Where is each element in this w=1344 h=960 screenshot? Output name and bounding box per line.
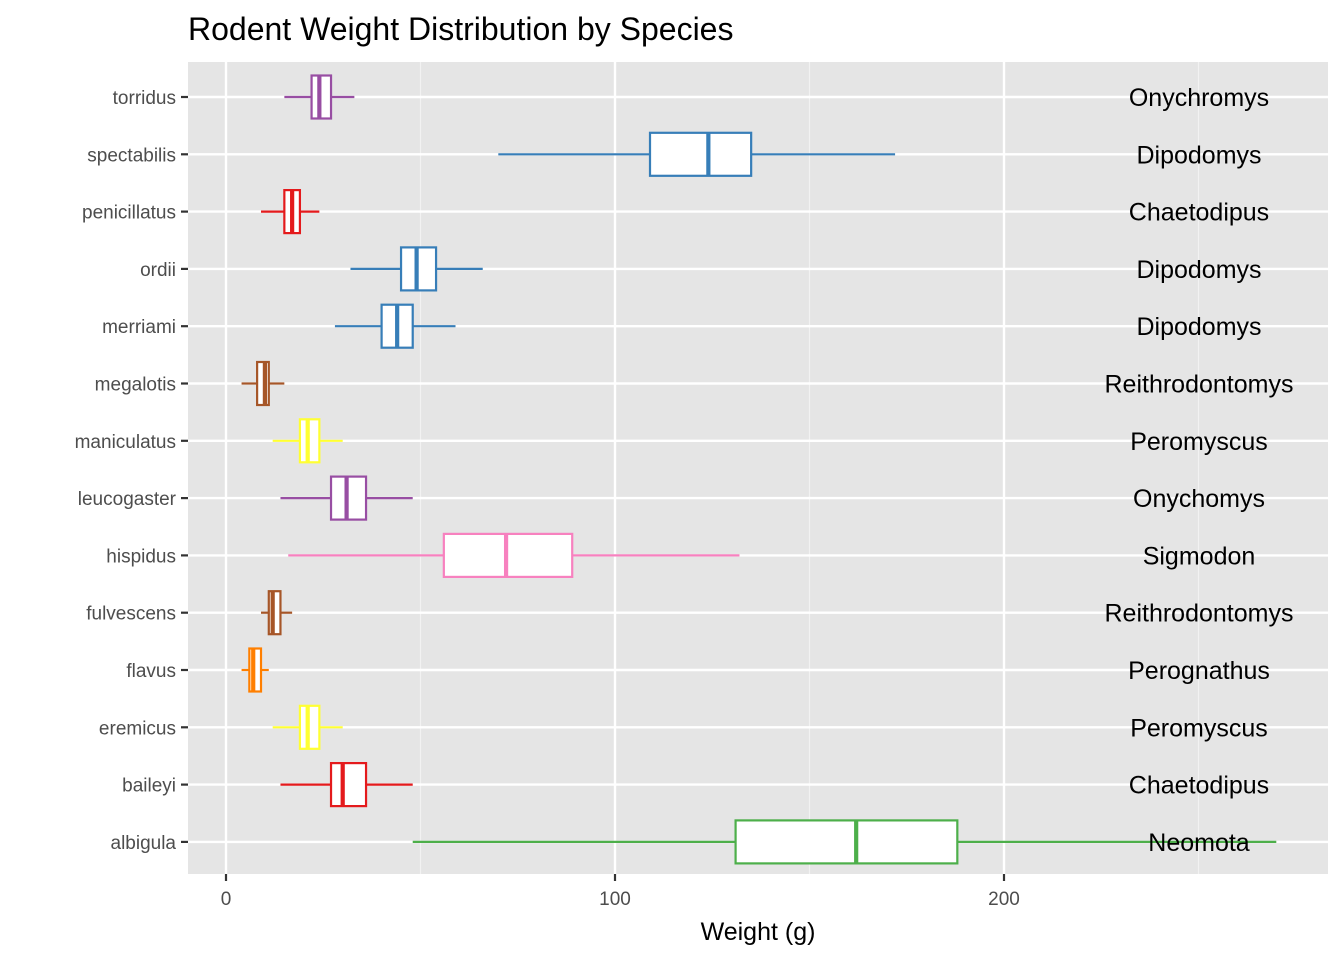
y-tick-label: merriami: [102, 317, 176, 338]
y-tick-label: penicillatus: [82, 203, 176, 224]
box-megalotis: [241, 360, 285, 407]
genus-label: Dipodomys: [1136, 141, 1261, 169]
box-hispidus: [288, 532, 740, 579]
genus-label: Sigmodon: [1143, 542, 1256, 570]
y-tick-label: maniculatus: [75, 432, 176, 453]
box-eremicus: [272, 704, 343, 750]
x-tick-label: 200: [988, 889, 1020, 910]
chart-title: Rodent Weight Distribution by Species: [188, 11, 733, 47]
box-baileyi: [280, 761, 413, 808]
box-penicillatus: [261, 189, 320, 235]
box-albigula: [412, 819, 1277, 865]
y-tick-label: megalotis: [95, 375, 176, 396]
plot-panel: [188, 62, 1328, 874]
y-tick-label: torridus: [113, 88, 176, 109]
box-spectabilis: [498, 131, 896, 177]
x-axis: 0 100 200: [221, 874, 1020, 910]
y-tick-label: fulvescens: [86, 604, 176, 625]
y-tick-label: hispidus: [106, 546, 176, 567]
genus-label: Dipodomys: [1136, 313, 1261, 341]
genus-label: Neomota: [1148, 829, 1250, 857]
y-axis: torridus spectabilis penicillatus ordii merr…: [75, 88, 188, 854]
y-tick-label: baileyi: [122, 776, 176, 797]
grid-minor: [419, 62, 1200, 874]
box-torridus: [284, 74, 355, 120]
genus-label: Chaetodipus: [1129, 199, 1269, 227]
iqr-box: [734, 819, 959, 865]
box-merriami: [334, 303, 456, 349]
y-tick-label: flavus: [126, 661, 176, 682]
y-tick-label: albigula: [111, 833, 177, 854]
box-leucogaster: [280, 475, 413, 521]
genus-label: Reithrodontomys: [1105, 371, 1294, 399]
boxes-layer: [241, 74, 1277, 865]
x-tick-label: 100: [599, 889, 631, 910]
y-tick-label: leucogaster: [78, 489, 177, 510]
genus-label: Peromyscus: [1130, 428, 1268, 456]
genus-label: Onychomys: [1133, 485, 1265, 513]
box-flavus: [241, 647, 269, 693]
box-ordii: [350, 246, 483, 292]
genus-labels-layer: Onychromys Dipodomys Chaetodipus Dipodomys D…: [1105, 84, 1294, 857]
genus-label: Chaetodipus: [1129, 772, 1269, 800]
genus-label: Reithrodontomys: [1105, 600, 1294, 628]
box-maniculatus: [272, 418, 343, 464]
genus-label: Peromyscus: [1130, 714, 1268, 742]
y-tick-label: ordii: [140, 260, 176, 281]
genus-label: Onychromys: [1129, 84, 1269, 112]
iqr-box: [648, 131, 753, 177]
box-fulvescens: [261, 590, 293, 636]
y-tick-label: spectabilis: [87, 145, 176, 166]
iqr-box: [329, 761, 368, 808]
x-tick-label: 0: [221, 889, 232, 910]
x-axis-label: Weight (g): [701, 918, 816, 946]
y-tick-label: eremicus: [99, 718, 176, 739]
genus-label: Dipodomys: [1136, 256, 1261, 284]
genus-label: Perognathus: [1128, 657, 1270, 685]
